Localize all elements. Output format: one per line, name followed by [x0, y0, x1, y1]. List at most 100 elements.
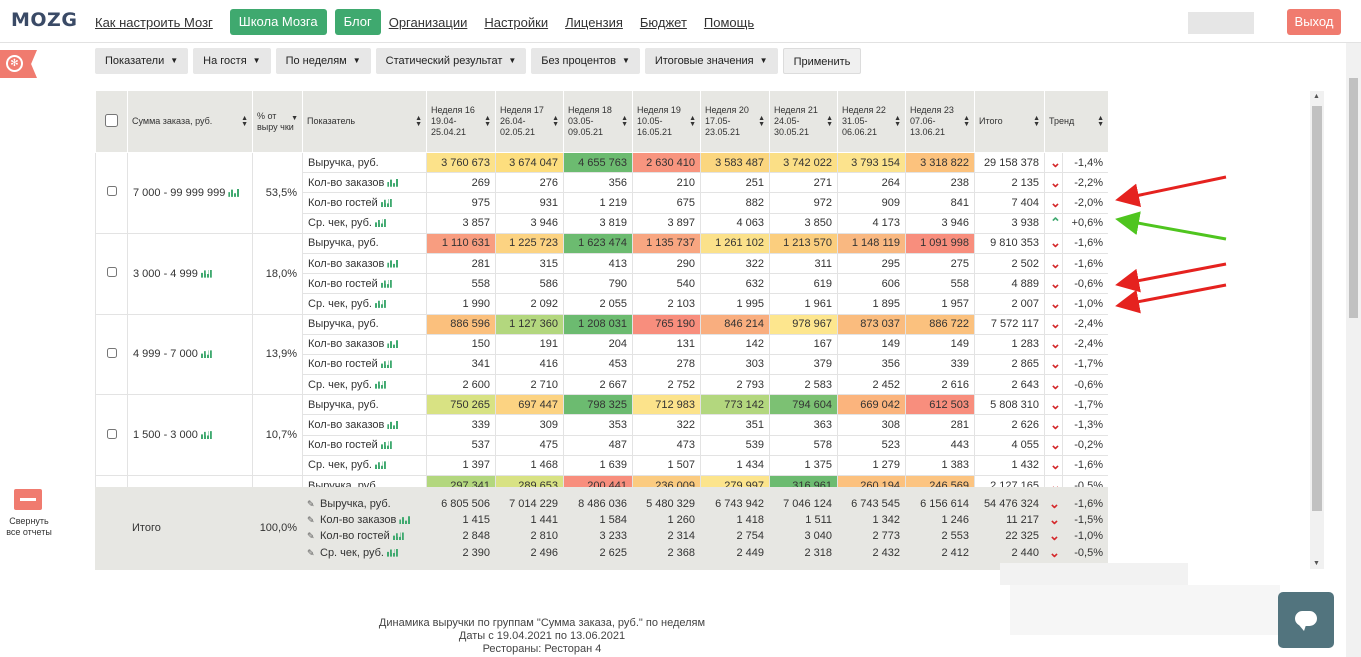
week-header[interactable]: Неделя 16 19.04-25.04.21 ▲ ▼	[426, 90, 496, 153]
page-scrollbar-thumb[interactable]	[1349, 78, 1358, 318]
logo[interactable]: MOZG	[11, 9, 78, 31]
bar-chart-icon[interactable]	[387, 340, 399, 349]
group-checkbox[interactable]	[106, 267, 117, 278]
bar-chart-icon[interactable]	[392, 532, 404, 541]
metric-cell: Выручка, руб.	[302, 232, 427, 254]
table-scrollbar-thumb[interactable]	[1312, 106, 1322, 511]
metric-label: Кол-во гостей	[308, 196, 378, 209]
value-cell: 260 194	[837, 474, 906, 487]
bar-chart-icon[interactable]	[380, 441, 392, 450]
nav-link[interactable]: Бюджет	[639, 14, 687, 30]
table-row: Кол-во заказов 269 276 356 210 251 271 264 238 2 …	[96, 172, 1108, 194]
bar-chart-icon[interactable]	[374, 380, 386, 389]
bar-chart-icon[interactable]	[200, 269, 212, 278]
week-header[interactable]: Неделя 22 31.05-06.06.21 ▲ ▼	[837, 90, 906, 153]
brush-icon[interactable]: ✎	[307, 516, 315, 527]
bar-chart-icon[interactable]	[380, 198, 392, 207]
bar-chart-icon[interactable]	[386, 548, 398, 557]
nav-link[interactable]: Настройки	[484, 14, 549, 30]
apply-button[interactable]: Применить	[782, 48, 862, 74]
sort-icon[interactable]: ▲ ▼	[689, 114, 696, 128]
bar-chart-icon[interactable]	[387, 178, 399, 187]
value-cell: 882	[700, 192, 770, 214]
nav-link[interactable]: Как настроить Мозг	[95, 14, 213, 30]
bar-chart-icon[interactable]	[380, 360, 392, 369]
week-header[interactable]: Неделя 17 26.04-02.05.21 ▲ ▼	[495, 90, 564, 153]
bar-chart-icon[interactable]	[374, 219, 386, 228]
sort-icon[interactable]: ▲ ▼	[963, 114, 970, 128]
sort-icon[interactable]: ▲ ▼	[241, 114, 248, 128]
brush-icon[interactable]: ✎	[307, 548, 315, 559]
trend-down-icon: ⌄	[1049, 544, 1060, 560]
select-all-checkbox[interactable]	[105, 113, 118, 127]
bar-chart-icon[interactable]	[380, 279, 392, 288]
nav-button[interactable]: Школа Мозга	[229, 9, 327, 35]
group-checkbox[interactable]	[106, 347, 117, 358]
sort-icon[interactable]: ▲ ▼	[415, 114, 422, 128]
scroll-up-icon[interactable]: ▲	[1313, 93, 1320, 100]
bar-chart-icon[interactable]	[387, 421, 399, 430]
value-cell: 1 507	[632, 454, 701, 477]
value-cell: 675	[632, 192, 701, 214]
brush-icon[interactable]: ✎	[307, 532, 315, 543]
value-cell: 473	[632, 434, 701, 456]
bar-chart-icon[interactable]	[200, 431, 212, 440]
user-name-blurred[interactable]	[1188, 12, 1254, 34]
sort-icon[interactable]: ▲ ▼	[1097, 114, 1105, 128]
nav-link[interactable]: Помощь	[703, 14, 755, 30]
nav-link[interactable]: Организации	[388, 14, 468, 30]
filter-dropdown[interactable]: На гостя ▼	[193, 48, 271, 74]
totals-label: Итого	[132, 522, 161, 535]
trend-down-icon: ⌄	[1044, 293, 1063, 315]
week-header[interactable]: Неделя 19 10.05-16.05.21 ▲ ▼	[632, 90, 701, 153]
sort-icon[interactable]: ▲ ▼	[758, 114, 765, 128]
sort-icon[interactable]: ▲ ▼	[552, 114, 559, 128]
total-cell: 3 938	[974, 212, 1045, 234]
sort-icon[interactable]: ▲ ▼	[621, 114, 628, 128]
total-header[interactable]: Итого ▲ ▼	[974, 90, 1045, 153]
sort-icon[interactable]: ▼	[291, 114, 298, 122]
week-header[interactable]: Неделя 21 24.05-30.05.21 ▲ ▼	[769, 90, 838, 153]
trend-value: -2,4%	[1061, 313, 1108, 335]
exit-button[interactable]: Выход	[1287, 9, 1341, 35]
group-checkbox[interactable]	[106, 428, 117, 439]
sort-icon[interactable]: ▲ ▼	[1033, 114, 1040, 128]
bar-chart-icon[interactable]	[374, 299, 386, 308]
filter-dropdown[interactable]: Без процентов ▼	[531, 48, 640, 74]
week-header[interactable]: Неделя 23 07.06-13.06.21 ▲ ▼	[905, 90, 975, 153]
page-scrollbar[interactable]	[1346, 43, 1361, 657]
week-header[interactable]: Неделя 20 17.05-23.05.21 ▲ ▼	[700, 90, 770, 153]
sort-icon[interactable]: ▲ ▼	[826, 114, 833, 128]
brush-icon[interactable]: ✎	[307, 500, 315, 511]
scroll-down-icon[interactable]: ▼	[1313, 560, 1320, 567]
value-cell: 798 325	[563, 394, 633, 416]
group-checkbox[interactable]	[106, 186, 117, 197]
bar-chart-icon[interactable]	[387, 259, 399, 268]
group-header[interactable]: Сумма заказа, руб. ▲ ▼	[127, 90, 253, 153]
collapse-reports-button[interactable]	[14, 489, 42, 510]
filter-dropdown[interactable]: Статический результат ▼	[375, 48, 527, 74]
metric-header[interactable]: Показатель ▲ ▼	[302, 90, 427, 153]
bar-chart-icon[interactable]	[374, 461, 386, 470]
filter-label: Итоговые значения	[654, 55, 754, 67]
value-cell: 790	[563, 273, 633, 295]
trend-header[interactable]: Тренд ▲ ▼	[1043, 90, 1108, 153]
bar-chart-icon[interactable]	[200, 350, 212, 359]
bar-chart-icon[interactable]	[228, 188, 240, 197]
sort-icon[interactable]: ▲ ▼	[484, 114, 491, 128]
nav-link[interactable]: Лицензия	[565, 14, 623, 30]
nav-button[interactable]: Блог	[334, 9, 381, 35]
bar-chart-icon[interactable]	[399, 516, 411, 525]
filter-dropdown[interactable]: Показатели ▼	[95, 48, 189, 74]
brain-tab[interactable]: ✻	[0, 50, 37, 78]
filter-dropdown[interactable]: По неделям ▼	[275, 48, 371, 74]
week-header[interactable]: Неделя 18 03.05-09.05.21 ▲ ▼	[563, 90, 633, 153]
chat-button[interactable]	[1278, 592, 1334, 648]
sort-icon[interactable]: ▲ ▼	[894, 114, 901, 128]
table-scrollbar[interactable]: ▲ ▼	[1310, 91, 1324, 569]
group-name: 3 000 - 4 999	[133, 267, 198, 280]
filter-dropdown[interactable]: Итоговые значения ▼	[644, 48, 778, 74]
value-cell: 322	[700, 252, 770, 275]
report-caption: Динамика выручки по группам "Сумма заказ…	[342, 617, 742, 656]
pct-header[interactable]: % от выру чки ▼	[252, 90, 303, 153]
